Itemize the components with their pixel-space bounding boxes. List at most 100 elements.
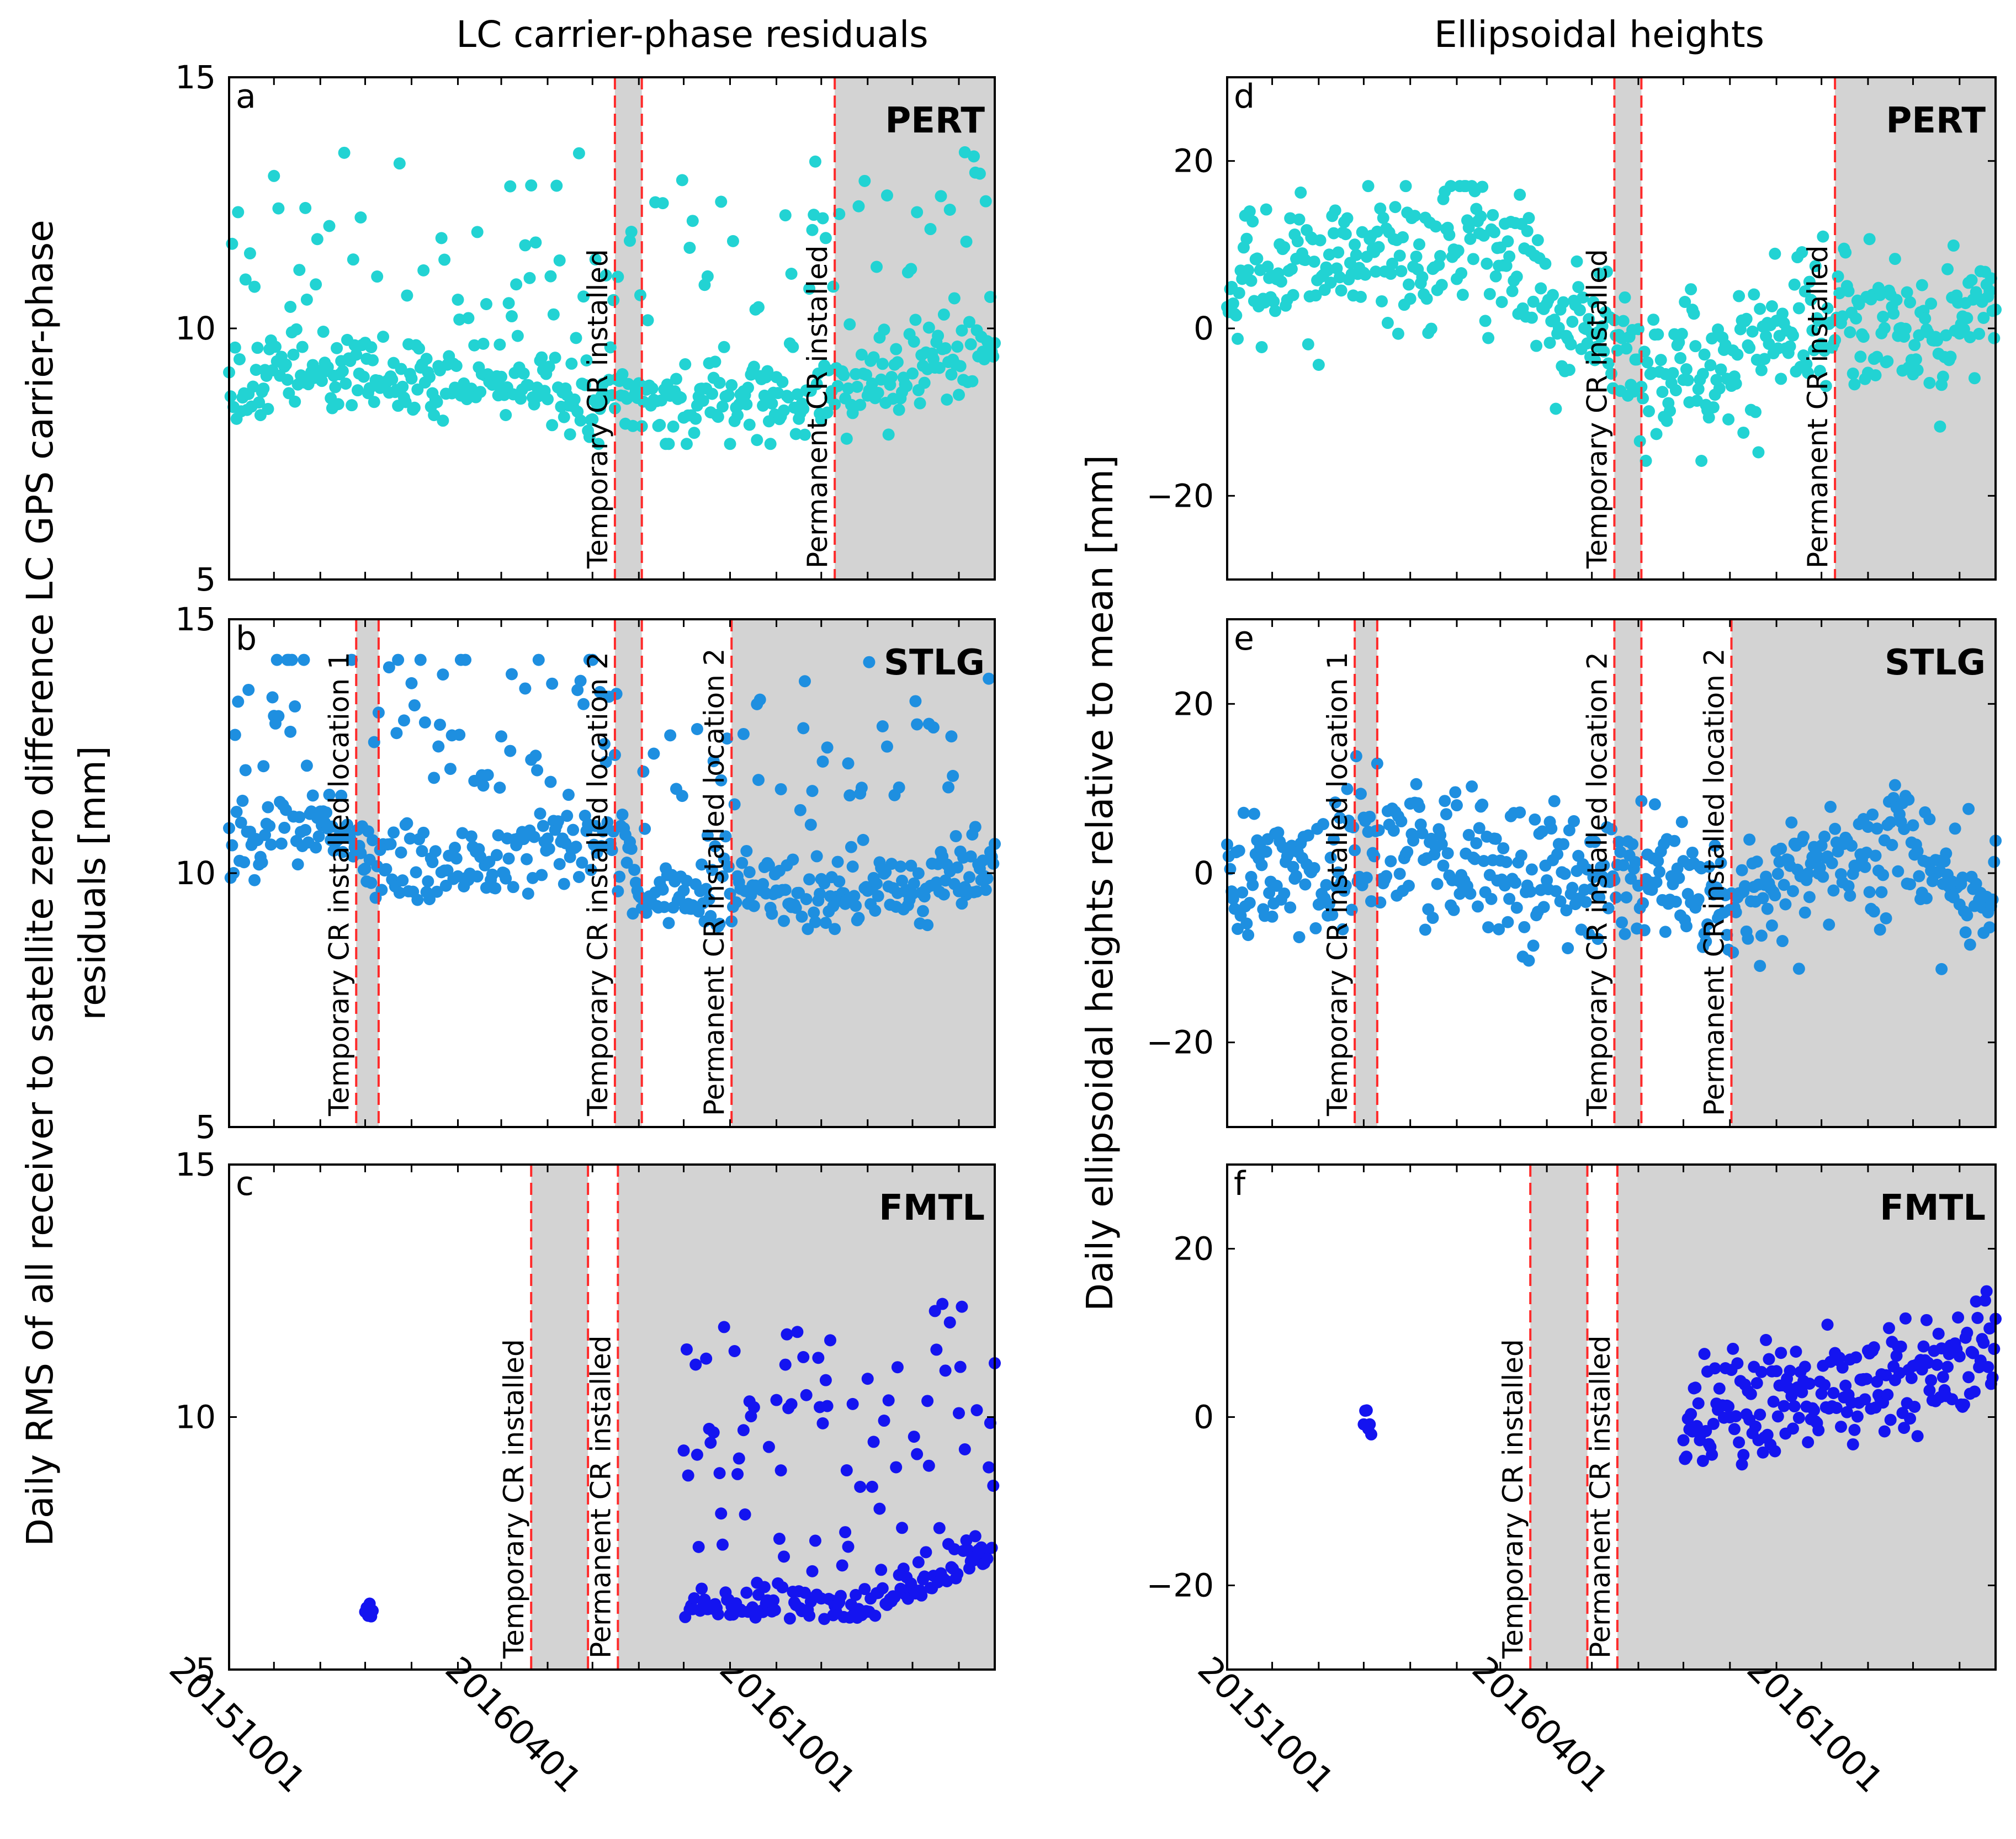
y-tick-label: 10 [175,854,216,892]
data-point [259,828,272,841]
data-point [543,360,555,373]
data-point [452,294,464,306]
data-point [598,738,611,751]
data-point [648,747,660,760]
data-point [1840,1406,1853,1418]
data-point [1452,245,1465,257]
data-point [1450,799,1463,812]
data-point [1236,273,1249,285]
data-point [1260,203,1272,216]
data-point [712,1608,724,1620]
data-point [939,342,952,354]
data-point [843,789,856,802]
data-point [1449,786,1462,799]
data-point [819,1374,832,1386]
data-point [396,380,409,393]
data-point [1680,363,1693,376]
event-label: Temporary CR installed location 2 [1581,652,1613,1117]
data-point [1550,885,1562,897]
data-point [272,710,285,722]
data-point [836,1559,848,1572]
data-point [468,339,481,352]
data-point [737,1424,750,1437]
data-point [1632,323,1644,336]
axes-frame [228,1163,996,1671]
data-point [441,864,454,877]
data-point [417,264,430,277]
data-point [232,206,245,219]
data-point [462,312,475,325]
data-point [1744,1388,1757,1400]
data-point [1502,235,1514,248]
data-point [806,224,819,236]
data-point [257,760,270,773]
data-point [1845,839,1858,852]
data-point [568,393,581,406]
data-point [1736,1458,1748,1471]
data-point [797,1351,810,1363]
data-point [1510,901,1523,914]
data-point [1641,356,1654,369]
data-point [814,887,826,900]
data-point [1619,291,1631,304]
data-point [1920,1314,1933,1326]
data-point [1483,288,1496,300]
data-point [704,1437,717,1449]
data-point [1564,338,1577,350]
data-point [459,653,472,666]
data-point [867,351,880,364]
data-point [979,884,992,896]
data-point [1328,227,1340,240]
data-point [1341,783,1354,795]
data-point [1802,366,1815,379]
data-point [1529,813,1541,826]
data-point [1506,285,1519,297]
data-point [1729,1410,1742,1423]
data-point [1857,331,1870,343]
y-tick-label: 15 [175,600,216,638]
data-point [1779,898,1792,911]
data-point [1509,876,1521,889]
data-point [797,722,810,735]
data-point [964,338,977,350]
data-point [1970,878,1982,890]
data-point [574,414,587,427]
data-point [1778,1400,1790,1412]
data-point [449,842,461,854]
data-point [1329,204,1341,217]
data-point [1898,1422,1911,1434]
data-point [431,885,443,898]
data-point [656,197,669,210]
data-point [726,235,739,247]
data-point [1275,275,1287,288]
data-point [810,850,823,863]
data-point [351,384,364,397]
data-point [1860,1373,1873,1385]
x-tick-labels-left: 20151001 20160401 20161001 [162,1649,864,1800]
data-point [1769,889,1781,902]
data-point [1320,879,1333,891]
data-point [1503,250,1516,263]
data-point [1727,946,1739,959]
data-point [1572,281,1585,294]
data-point [1395,815,1408,828]
data-point [637,766,650,778]
data-point [1377,211,1389,224]
data-point [1372,241,1385,253]
data-point [1698,1348,1711,1360]
data-point [1729,906,1742,918]
data-point [970,885,983,898]
data-point [577,698,590,710]
data-point [1364,1418,1376,1431]
data-point [833,875,846,888]
data-point [1545,822,1558,835]
data-point [827,280,840,293]
data-point [970,1404,983,1417]
data-point [766,397,778,410]
data-point [1895,1340,1907,1353]
data-point [1489,832,1502,845]
panel-c: Temporary CR installed Permanent CR insta… [175,1146,1001,1688]
data-point [1392,327,1404,340]
data-point [1941,263,1954,275]
data-point [616,368,629,381]
